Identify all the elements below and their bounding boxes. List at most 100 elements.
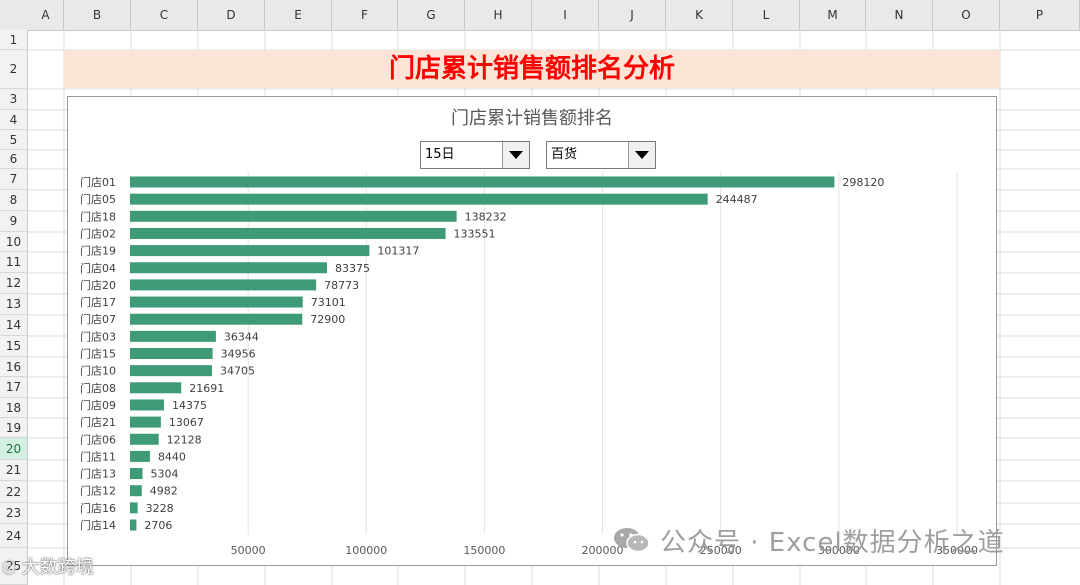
bar[interactable] [130,296,303,308]
bar[interactable] [130,519,137,531]
bar[interactable] [130,193,708,205]
column-header-o[interactable]: O [933,0,1000,30]
row-header-24[interactable]: 24 [0,524,28,548]
bar[interactable] [130,330,216,342]
column-header-b[interactable]: B [64,0,131,30]
data-label: 5304 [151,468,179,481]
column-header-f[interactable]: F [332,0,398,30]
category-label: 门店10 [80,364,116,378]
data-label: 244487 [716,193,758,206]
column-header-i[interactable]: I [532,0,599,30]
category-label: 门店01 [80,175,116,189]
row-header-14[interactable]: 14 [0,315,28,336]
row-header-17[interactable]: 17 [0,377,28,398]
column-header-k[interactable]: K [666,0,733,30]
data-label: 133551 [454,227,496,240]
data-label: 72900 [310,313,345,326]
bar[interactable] [130,450,150,462]
column-header-h[interactable]: H [465,0,532,30]
row-header-6[interactable]: 6 [0,150,28,169]
day-dropdown-value: 15日 [425,147,455,162]
row-header-11[interactable]: 11 [0,252,28,273]
bar[interactable] [130,502,138,514]
row-header-8[interactable]: 8 [0,190,28,211]
column-header-l[interactable]: L [733,0,800,30]
row-header-2[interactable]: 2 [0,50,28,89]
row-header-10[interactable]: 10 [0,232,28,252]
row-header-23[interactable]: 23 [0,503,28,524]
x-tick-label: 150000 [463,544,505,557]
column-header-a[interactable]: A [28,0,64,30]
data-label: 12128 [167,433,202,446]
row-header-18[interactable]: 18 [0,398,28,418]
row-header-25[interactable]: 25 [0,548,28,585]
category-label: 门店12 [80,484,116,498]
row-header-13[interactable]: 13 [0,294,28,315]
category-label: 门店20 [80,278,116,292]
row-header-20[interactable]: 20 [0,438,28,460]
x-tick-label: 300000 [818,544,860,557]
category-label: 门店21 [80,415,116,429]
day-dropdown[interactable]: 15日 [420,141,530,169]
category-dropdown-value: 百货 [551,147,578,162]
chevron-down-icon[interactable] [502,142,529,168]
column-header-d[interactable]: D [198,0,265,30]
data-label: 4982 [150,485,178,498]
row-header-15[interactable]: 15 [0,336,28,357]
bar[interactable] [130,245,370,257]
category-label: 门店16 [80,501,116,515]
data-label: 14375 [172,399,207,412]
bar[interactable] [130,399,164,411]
bar[interactable] [130,433,159,445]
category-label: 门店19 [80,244,116,258]
row-header-22[interactable]: 22 [0,481,28,503]
x-tick-label: 100000 [345,544,387,557]
bar[interactable] [130,382,182,394]
row-header-1[interactable]: 1 [0,30,28,50]
category-label: 门店06 [80,432,116,446]
column-header-n[interactable]: N [866,0,933,30]
column-header-c[interactable]: C [131,0,198,30]
category-label: 门店15 [80,347,116,361]
data-label: 2706 [144,519,172,532]
category-label: 门店09 [80,398,116,412]
row-header-9[interactable]: 9 [0,211,28,232]
bar[interactable] [130,365,213,377]
row-header-12[interactable]: 12 [0,273,28,294]
data-label: 8440 [158,450,186,463]
row-header-19[interactable]: 19 [0,418,28,438]
column-header-j[interactable]: J [599,0,666,30]
bar[interactable] [130,485,142,497]
row-header-7[interactable]: 7 [0,169,28,190]
watermark-text: 公众号 · Excel数据分析之道 [660,528,1005,558]
column-header-m[interactable]: M [800,0,866,30]
bar[interactable] [130,313,303,325]
bar[interactable] [130,279,317,291]
data-label: 13067 [169,416,204,429]
bar[interactable] [130,416,161,428]
column-header-g[interactable]: G [398,0,465,30]
category-dropdown[interactable]: 百货 [546,141,656,169]
row-header-5[interactable]: 5 [0,130,28,150]
bar[interactable] [130,176,835,188]
category-label: 门店05 [80,192,116,206]
row-header-3[interactable]: 3 [0,89,28,110]
row-header-16[interactable]: 16 [0,357,28,377]
bar[interactable] [130,348,213,359]
bar[interactable] [130,227,446,239]
category-label: 门店17 [80,295,116,309]
bar[interactable] [130,468,143,480]
chevron-down-icon[interactable] [628,142,655,168]
category-label: 门店03 [80,329,116,343]
row-header-21[interactable]: 21 [0,460,28,481]
x-tick-label: 350000 [936,544,978,557]
wechat-icon [614,528,650,553]
chart-area[interactable] [67,96,997,566]
column-header-e[interactable]: E [265,0,332,30]
select-all-corner[interactable] [0,0,29,30]
bar[interactable] [130,210,457,222]
bar[interactable] [130,262,328,274]
row-header-4[interactable]: 4 [0,110,28,130]
data-label: 101317 [377,245,419,258]
x-tick-label: 200000 [582,544,624,557]
